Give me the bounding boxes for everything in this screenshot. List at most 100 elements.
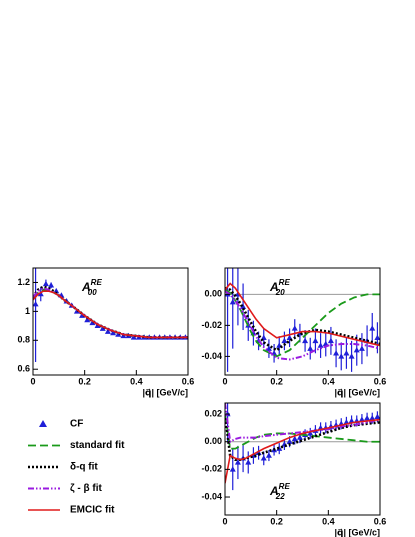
data-point xyxy=(115,331,122,337)
y-tick-label: -0.02 xyxy=(201,320,222,330)
data-point xyxy=(79,312,86,318)
panel-label-base: A xyxy=(269,280,279,294)
y-tick-label: 0.8 xyxy=(17,335,30,345)
data-point xyxy=(317,342,324,348)
panel-label: ARE 22 xyxy=(269,482,290,501)
data-point xyxy=(338,353,345,359)
fit-curve xyxy=(225,290,380,361)
data-point xyxy=(312,337,319,344)
data-point xyxy=(374,334,380,340)
x-tick-label: 0.6 xyxy=(374,516,387,526)
panel-label: ARE 00 xyxy=(81,278,102,297)
fit-curve xyxy=(225,288,380,358)
data-point xyxy=(53,287,60,294)
fit-curve xyxy=(225,413,380,450)
y-tick-label: 0.02 xyxy=(204,408,222,418)
x-tick-label: 0.4 xyxy=(322,376,335,386)
legend-label: EMCIC fit xyxy=(70,505,115,516)
data-point xyxy=(240,303,247,309)
x-tick-label: 0.4 xyxy=(130,376,143,386)
fit-curve xyxy=(33,290,188,339)
y-tick-label: 0.00 xyxy=(204,289,222,299)
data-point xyxy=(104,328,111,334)
x-axis-label: |q⃗| [GeV/c] xyxy=(143,387,189,397)
x-tick-label: 0 xyxy=(30,376,35,386)
x-tick-label: 0 xyxy=(222,376,227,386)
plot-area xyxy=(225,268,380,372)
y-tick-label: -0.04 xyxy=(201,351,222,361)
y-tick-label: -0.02 xyxy=(201,464,222,474)
panel-label-base: A xyxy=(81,280,91,294)
data-point xyxy=(364,415,371,421)
data-point xyxy=(229,298,236,305)
panel-label-sup: RE xyxy=(279,278,291,287)
x-tick-label: 0.6 xyxy=(182,376,195,386)
data-point xyxy=(281,337,288,344)
panel-label-sup: RE xyxy=(279,482,291,491)
plot-frame xyxy=(224,402,381,516)
x-tick-label: 0.2 xyxy=(270,376,283,386)
plot-frame xyxy=(32,267,189,376)
panel-label-sup: RE xyxy=(91,278,103,287)
panel-label-base: A xyxy=(269,484,279,498)
data-point xyxy=(229,466,236,472)
plot-frame xyxy=(224,267,381,376)
data-point xyxy=(42,280,49,287)
legend-label: ζ - β fit xyxy=(70,483,102,494)
data-point xyxy=(343,350,350,356)
y-tick-label: 1.2 xyxy=(17,277,30,287)
panel-label-sub: 00 xyxy=(88,288,97,297)
data-point xyxy=(234,459,241,465)
panel-label-sub: 20 xyxy=(275,288,285,297)
data-point xyxy=(130,334,137,340)
legend-label: CF xyxy=(70,419,83,430)
fit-curve xyxy=(225,418,380,484)
data-point xyxy=(358,416,365,422)
y-tick-label: -0.04 xyxy=(201,491,222,501)
data-point xyxy=(322,340,329,347)
data-point xyxy=(265,452,272,458)
y-tick-label: 0.00 xyxy=(204,436,222,446)
x-tick-label: 0 xyxy=(222,516,227,526)
data-point xyxy=(84,316,91,323)
data-point xyxy=(291,435,298,442)
data-point xyxy=(37,290,44,297)
data-point xyxy=(48,282,55,288)
data-point xyxy=(99,325,106,331)
legend-label: standard fit xyxy=(70,440,125,451)
x-tick-label: 0.2 xyxy=(78,376,91,386)
data-point xyxy=(374,413,380,420)
fit-curve xyxy=(225,403,380,444)
fit-curve xyxy=(225,282,380,347)
plot-area xyxy=(33,268,188,362)
data-point xyxy=(110,329,117,336)
x-axis-label: |q⃗| [GeV/c] xyxy=(335,387,381,397)
data-point xyxy=(327,337,334,344)
panel-label: ARE 20 xyxy=(269,278,290,297)
data-point xyxy=(307,430,314,436)
x-tick-label: 0.6 xyxy=(374,376,387,386)
data-point xyxy=(296,434,303,440)
data-point xyxy=(353,346,360,353)
data-point xyxy=(245,459,252,465)
legend-label: δ-q fit xyxy=(70,462,98,473)
data-point xyxy=(307,345,314,351)
x-axis-label: |q⃗| [GeV/c] xyxy=(335,527,381,537)
data-point xyxy=(369,325,376,331)
plot-area xyxy=(225,403,380,491)
data-point xyxy=(260,455,267,461)
data-point xyxy=(348,353,355,359)
y-tick-label: 0.6 xyxy=(17,364,30,374)
data-point xyxy=(302,337,309,344)
panel-label-sub: 22 xyxy=(275,492,285,501)
data-point xyxy=(291,325,298,331)
data-point xyxy=(358,345,365,351)
data-point xyxy=(33,300,39,307)
y-tick-label: 1 xyxy=(25,306,30,316)
x-tick-label: 0.4 xyxy=(322,516,335,526)
x-tick-label: 0.2 xyxy=(270,516,283,526)
data-point xyxy=(89,319,96,326)
legend-marker xyxy=(39,420,47,427)
data-point xyxy=(333,350,340,356)
